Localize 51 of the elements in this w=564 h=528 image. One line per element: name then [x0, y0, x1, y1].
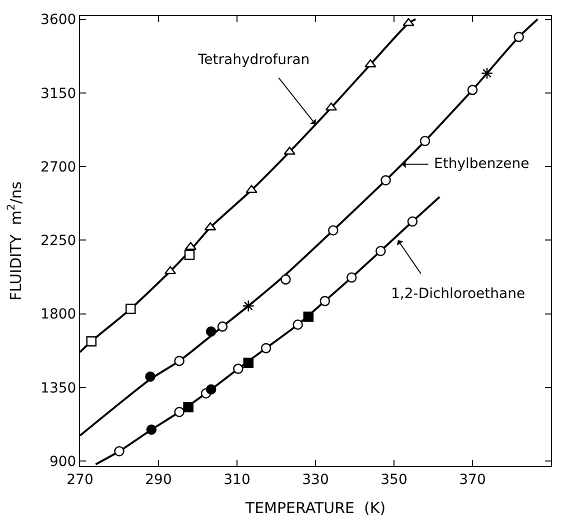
point	[292, 319, 303, 330]
point	[217, 321, 228, 332]
point	[380, 175, 391, 186]
x-tick-label: 310	[224, 472, 250, 488]
point	[242, 300, 254, 312]
point	[320, 296, 330, 306]
y-tick-label: 2700	[40, 159, 76, 176]
point	[86, 336, 97, 346]
point	[243, 358, 254, 368]
point	[183, 402, 194, 412]
y-tick-label: 3600	[40, 12, 76, 28]
point	[303, 312, 314, 322]
point	[145, 372, 156, 382]
point	[146, 424, 157, 435]
annotation: Ethylbenzene	[434, 156, 530, 172]
point	[364, 59, 376, 68]
point	[402, 18, 414, 26]
point	[328, 225, 338, 236]
point	[246, 184, 258, 194]
point	[514, 32, 524, 42]
point	[346, 272, 357, 283]
point	[376, 246, 386, 256]
y-tick-label: 1350	[40, 380, 76, 396]
point	[260, 343, 272, 354]
x-tick-label: 270	[66, 472, 94, 488]
point	[467, 84, 478, 96]
y-tick-label: 2250	[40, 233, 76, 250]
point	[233, 364, 244, 374]
point	[184, 250, 195, 260]
annotation: 1,2-Dichloroethane	[391, 286, 526, 302]
y-tick-label: 3150	[40, 86, 76, 102]
x-tick-label: 290	[145, 472, 172, 488]
y-tick-label: 1800	[40, 306, 76, 323]
point	[284, 146, 296, 155]
y-tick-label: 900	[49, 454, 76, 470]
x-axis-title: TEMPERATURE (K)	[244, 498, 386, 517]
point	[280, 274, 291, 285]
point	[125, 304, 136, 314]
point	[325, 102, 338, 111]
point	[206, 384, 216, 395]
x-tick-label: 330	[302, 472, 329, 488]
point	[420, 136, 430, 146]
point	[480, 67, 494, 80]
point	[206, 326, 216, 337]
point	[114, 446, 124, 456]
point	[407, 216, 418, 227]
x-tick-label: 350	[380, 472, 408, 488]
x-tick-label: 370	[459, 472, 486, 488]
point	[174, 356, 184, 366]
annotation: Tetrahydrofuran	[197, 52, 310, 68]
point	[174, 406, 184, 418]
